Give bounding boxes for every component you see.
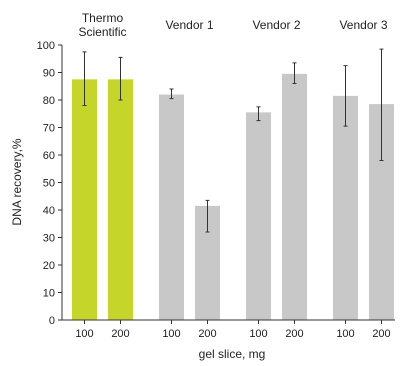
x-tick-label: 100 xyxy=(336,328,354,340)
x-tick-label: 100 xyxy=(75,328,93,340)
bar xyxy=(282,73,307,320)
group-label: Scientific xyxy=(78,25,126,39)
x-tick-label: 100 xyxy=(249,328,267,340)
group-label: Vendor 2 xyxy=(252,18,300,32)
bar xyxy=(246,112,271,320)
y-tick-label: 90 xyxy=(43,68,55,80)
x-axis-label: gel slice, mg xyxy=(199,347,266,361)
y-tick-label: 60 xyxy=(43,150,55,162)
y-tick-label: 0 xyxy=(49,315,55,327)
y-tick-label: 40 xyxy=(43,205,55,217)
x-tick-label: 200 xyxy=(198,328,216,340)
x-tick-label: 200 xyxy=(285,328,303,340)
y-tick-label: 80 xyxy=(43,95,55,107)
group-label: Thermo xyxy=(82,11,124,25)
y-tick-label: 10 xyxy=(43,288,55,300)
y-tick-label: 20 xyxy=(43,260,55,272)
y-axis-label: DNA recovery,% xyxy=(10,138,24,225)
group-label: Vendor 1 xyxy=(165,18,213,32)
y-tick-label: 50 xyxy=(43,178,55,190)
x-tick-label: 200 xyxy=(111,328,129,340)
y-tick-label: 30 xyxy=(43,233,55,245)
y-tick-label: 70 xyxy=(43,123,55,135)
bar xyxy=(159,94,184,320)
y-tick-label: 100 xyxy=(37,40,55,52)
bar xyxy=(108,79,133,320)
x-tick-label: 100 xyxy=(162,328,180,340)
x-tick-label: 200 xyxy=(372,328,390,340)
group-label: Vendor 3 xyxy=(339,18,387,32)
bar xyxy=(333,95,358,320)
bar xyxy=(72,79,97,320)
